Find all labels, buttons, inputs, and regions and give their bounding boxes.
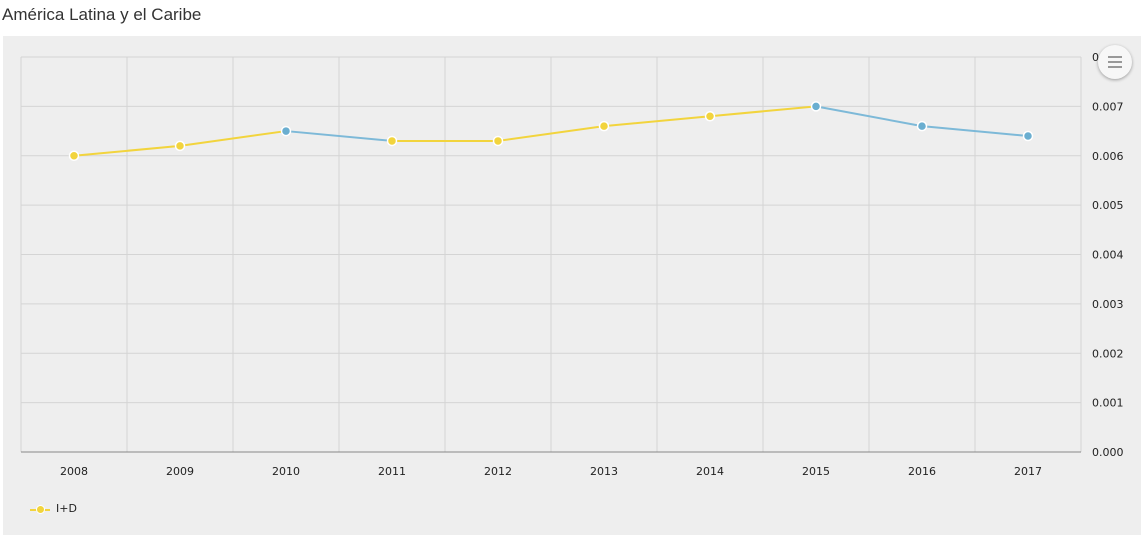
y-tick-label: 0.002 xyxy=(1092,347,1124,360)
series-line-segment xyxy=(73,144,181,157)
data-point[interactable] xyxy=(704,111,716,122)
x-tick-label: 2016 xyxy=(908,465,936,478)
chart-menu-button[interactable] xyxy=(1098,45,1132,79)
data-point[interactable] xyxy=(68,150,80,161)
label-layer: 0.000 0.001 0.002 0.003 0.004 0.005 0.006 0.007… xyxy=(60,51,1124,478)
x-tick-label: 2015 xyxy=(802,465,830,478)
series-line-segment xyxy=(709,105,817,118)
data-point[interactable] xyxy=(174,140,186,152)
series-line-segment xyxy=(921,125,1029,137)
x-tick-label: 2008 xyxy=(60,465,88,478)
y-tick-label: 0.005 xyxy=(1092,199,1124,212)
x-tick-label: 2010 xyxy=(272,465,300,478)
grid-layer xyxy=(20,56,1082,453)
series-line-segment xyxy=(179,130,287,147)
x-tick-label: 2011 xyxy=(378,465,406,478)
data-point[interactable] xyxy=(810,101,822,112)
legend[interactable]: I+D xyxy=(30,502,77,515)
x-tick-label: 2012 xyxy=(484,465,512,478)
series-line-segment xyxy=(285,130,393,142)
y-tick-label: 0.007 xyxy=(1092,100,1124,113)
marker-layer xyxy=(68,101,1034,161)
data-point[interactable] xyxy=(916,120,928,132)
data-point[interactable] xyxy=(492,135,504,147)
series-line-segment xyxy=(603,115,711,128)
legend-swatch-icon xyxy=(30,503,50,515)
y-tick-label: 0.001 xyxy=(1092,397,1124,410)
x-tick-label: 2017 xyxy=(1014,465,1042,478)
series-line-segment xyxy=(815,105,923,128)
series-line-segment xyxy=(497,125,605,142)
legend-label: I+D xyxy=(56,502,77,515)
line-layer xyxy=(73,105,1029,157)
y-tick-label: 0.006 xyxy=(1092,150,1124,163)
y-tick-label: 0.000 xyxy=(1092,446,1124,459)
data-point[interactable] xyxy=(280,125,292,137)
data-point[interactable] xyxy=(1022,130,1034,142)
x-tick-label: 2013 xyxy=(590,465,618,478)
y-tick-label: 0.003 xyxy=(1092,298,1124,311)
x-tick-label: 2009 xyxy=(166,465,194,478)
data-point[interactable] xyxy=(386,135,398,147)
x-tick-label: 2014 xyxy=(696,465,724,478)
data-point[interactable] xyxy=(598,120,610,132)
legend-marker-icon xyxy=(36,504,45,514)
y-tick-label: 0.004 xyxy=(1092,249,1124,262)
hamburger-menu-icon xyxy=(1108,56,1122,68)
page-title: América Latina y el Caribe xyxy=(2,5,202,24)
